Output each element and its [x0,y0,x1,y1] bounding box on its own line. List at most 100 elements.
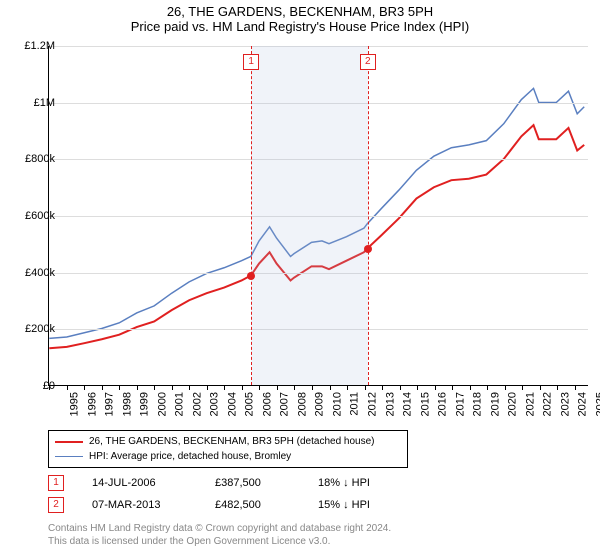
legend-label-price-paid: 26, THE GARDENS, BECKENHAM, BR3 5PH (det… [89,434,374,449]
xtick-mark [137,386,138,390]
xtick-mark [452,386,453,390]
event-marker [364,245,372,253]
xtick-mark [522,386,523,390]
event-date: 07-MAR-2013 [92,499,187,511]
ytick-label: £600k [25,210,55,222]
xtick-label: 2024 [577,392,589,416]
xtick-label: 2016 [437,392,449,416]
event-badge-icon: 2 [48,497,64,513]
xtick-label: 2009 [314,392,326,416]
event-row: 2 07-MAR-2013 £482,500 15% ↓ HPI [48,494,398,516]
xtick-label: 2018 [472,392,484,416]
ytick-label: £200k [25,323,55,335]
xtick-label: 2008 [296,392,308,416]
legend-swatch-hpi [55,456,83,457]
title-address: 26, THE GARDENS, BECKENHAM, BR3 5PH [0,4,600,19]
event-marker [247,272,255,280]
xtick-mark [365,386,366,390]
legend-row-hpi: HPI: Average price, detached house, Brom… [55,449,401,464]
xtick-label: 2006 [261,392,273,416]
event-price: £482,500 [215,499,290,511]
xtick-label: 1995 [68,392,80,416]
footer-line2: This data is licensed under the Open Gov… [48,535,391,548]
xtick-label: 1996 [86,392,98,416]
xtick-label: 2013 [384,392,396,416]
chart-plot-area: 12 [48,46,588,386]
xtick-mark [189,386,190,390]
event-badge-icon: 1 [48,475,64,491]
xtick-mark [487,386,488,390]
events-table: 1 14-JUL-2006 £387,500 18% ↓ HPI 2 07-MA… [48,472,398,516]
legend-label-hpi: HPI: Average price, detached house, Brom… [89,449,291,464]
xtick-mark [102,386,103,390]
event-price: £387,500 [215,477,290,489]
xtick-label: 2004 [226,392,238,416]
xtick-mark [470,386,471,390]
xtick-mark [417,386,418,390]
title-block: 26, THE GARDENS, BECKENHAM, BR3 5PH Pric… [0,0,600,34]
xtick-label: 2002 [191,392,203,416]
xtick-mark [277,386,278,390]
legend-row-price-paid: 26, THE GARDENS, BECKENHAM, BR3 5PH (det… [55,434,401,449]
footer-attribution: Contains HM Land Registry data © Crown c… [48,522,391,548]
xtick-label: 2010 [331,392,343,416]
event-badge-icon: 1 [243,54,259,70]
xtick-label: 2025 [594,392,600,416]
xtick-mark [294,386,295,390]
xtick-mark [400,386,401,390]
xtick-mark [67,386,68,390]
xtick-label: 2014 [402,392,414,416]
xtick-label: 2012 [367,392,379,416]
xtick-mark [435,386,436,390]
xtick-mark [207,386,208,390]
xtick-label: 2005 [244,392,256,416]
event-row: 1 14-JUL-2006 £387,500 18% ↓ HPI [48,472,398,494]
xtick-label: 2021 [524,392,536,416]
xtick-mark [312,386,313,390]
event-vline [251,46,252,385]
xtick-mark [382,386,383,390]
xtick-label: 2023 [559,392,571,416]
event-delta: 18% ↓ HPI [318,477,398,489]
event-badge-icon: 2 [360,54,376,70]
event-delta: 15% ↓ HPI [318,499,398,511]
xtick-mark [557,386,558,390]
ytick-label: £400k [25,267,55,279]
xtick-mark [154,386,155,390]
chart-container: 26, THE GARDENS, BECKENHAM, BR3 5PH Pric… [0,0,600,560]
ytick-label: £1.2M [24,40,55,52]
xtick-label: 2000 [156,392,168,416]
xtick-label: 1999 [139,392,151,416]
xtick-label: 2001 [174,392,186,416]
xtick-mark [224,386,225,390]
xtick-label: 2015 [419,392,431,416]
xtick-label: 2003 [209,392,221,416]
xtick-mark [505,386,506,390]
xtick-mark [84,386,85,390]
xtick-mark [119,386,120,390]
ytick-label: £800k [25,153,55,165]
xtick-mark [242,386,243,390]
ytick-label: £1M [34,97,55,109]
event-date: 14-JUL-2006 [92,477,187,489]
legend-swatch-price-paid [55,441,83,443]
xtick-label: 2007 [279,392,291,416]
xtick-mark [575,386,576,390]
xtick-mark [330,386,331,390]
title-subtitle: Price paid vs. HM Land Registry's House … [0,19,600,34]
xtick-label: 2022 [542,392,554,416]
xtick-label: 1997 [104,392,116,416]
ytick-label: £0 [43,380,55,392]
xtick-mark [347,386,348,390]
xtick-mark [259,386,260,390]
xtick-label: 1998 [121,392,133,416]
footer-line1: Contains HM Land Registry data © Crown c… [48,522,391,535]
xtick-label: 2019 [489,392,501,416]
xtick-label: 2020 [507,392,519,416]
xtick-label: 2011 [348,392,360,416]
shaded-band [251,46,368,385]
event-vline [368,46,369,385]
xtick-mark [540,386,541,390]
xtick-mark [172,386,173,390]
legend-box: 26, THE GARDENS, BECKENHAM, BR3 5PH (det… [48,430,408,468]
